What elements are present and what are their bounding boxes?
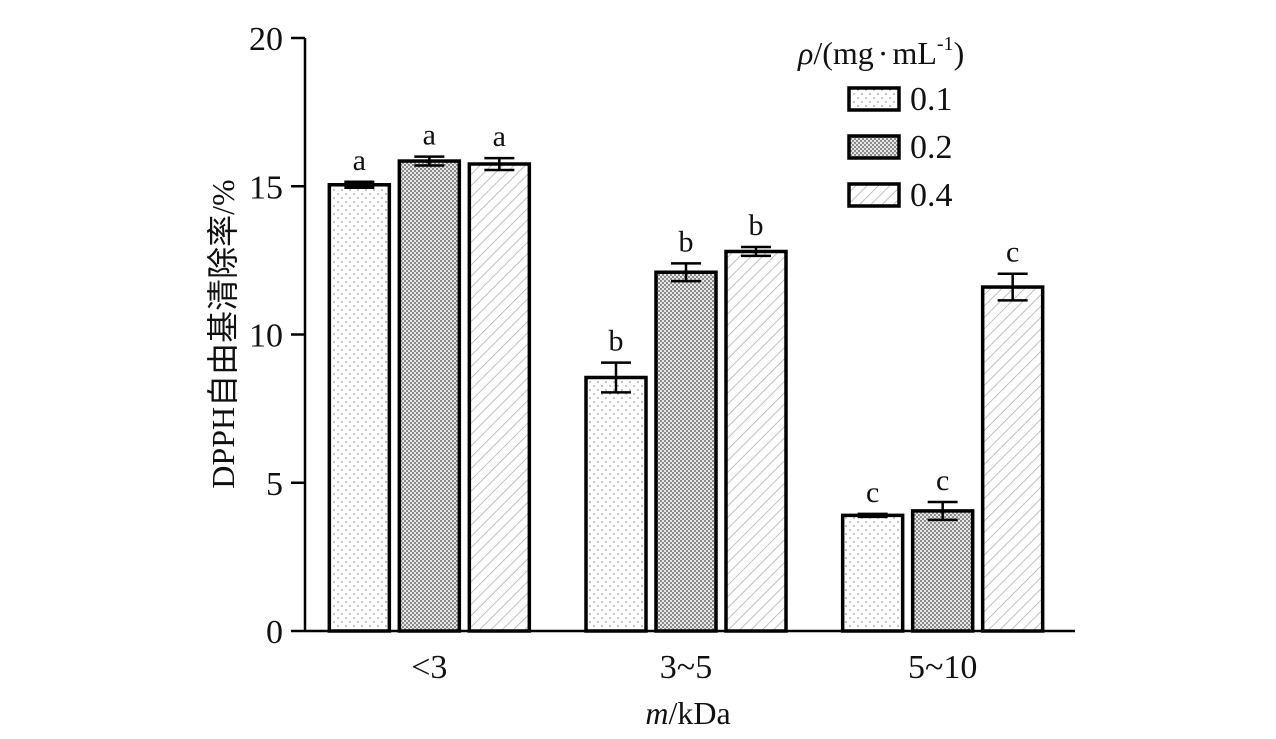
y-axis-ticks: 0 5 10 15 20: [249, 21, 305, 651]
bar: [840, 513, 905, 633]
y-tick-label: 15: [249, 169, 283, 206]
y-tick-label: 5: [266, 466, 283, 503]
bar: [910, 509, 975, 633]
bar: [467, 162, 532, 633]
legend-swatch: [847, 86, 901, 112]
legend-label: 0.2: [910, 129, 953, 166]
significance-label: a: [353, 144, 366, 177]
legend-swatch: [847, 182, 901, 208]
x-axis-title: m/kDa: [645, 695, 730, 731]
significance-label: b: [749, 209, 764, 242]
bar: [654, 270, 718, 633]
x-tick-label: <3: [411, 649, 447, 686]
x-axis-title-variable: m: [645, 695, 668, 731]
legend-swatch: [847, 134, 901, 160]
bar: [327, 183, 392, 633]
axes: 0 5 10 15 20 <3 3~5 5~10: [249, 21, 1075, 686]
legend-title-post: ): [954, 35, 965, 71]
significance-label: c: [936, 464, 949, 497]
y-axis-title: DPPH自由基清除率/%: [205, 179, 241, 488]
legend-title-pre: /(mg: [813, 35, 873, 71]
bars: [327, 159, 1045, 633]
legend-title-sup: -1: [937, 33, 954, 55]
significance-label: a: [493, 120, 506, 153]
significance-label: a: [423, 119, 436, 152]
x-tick-label: 3~5: [660, 649, 712, 686]
significance-label: b: [609, 325, 624, 358]
bar: [980, 285, 1045, 633]
bar: [584, 375, 648, 633]
legend-title: ρ/(mg · mL-1): [797, 33, 964, 71]
y-tick-label: 20: [249, 21, 283, 58]
legend-label: 0.4: [910, 177, 953, 214]
legend-title-mid: mL: [892, 35, 936, 71]
error-bars: [344, 155, 1028, 522]
significance-label: b: [679, 225, 694, 258]
significance-labels: a a a b b b c c c: [353, 119, 1020, 509]
x-axis-title-unit: /kDa: [668, 695, 730, 731]
bar: [397, 159, 462, 633]
y-tick-label: 10: [249, 318, 283, 355]
legend-title-rho: ρ: [797, 35, 813, 71]
bar: [724, 249, 788, 633]
legend-title-dot: ·: [878, 35, 889, 71]
y-tick-label: 0: [266, 614, 283, 651]
legend: ρ/(mg · mL-1) 0.1 0.2 0.4: [797, 33, 964, 214]
legend-label: 0.1: [910, 81, 953, 118]
significance-label: c: [1006, 236, 1019, 269]
significance-label: c: [866, 476, 879, 509]
x-tick-label: 5~10: [908, 649, 977, 686]
x-axis-ticks: <3 3~5 5~10: [411, 649, 977, 686]
